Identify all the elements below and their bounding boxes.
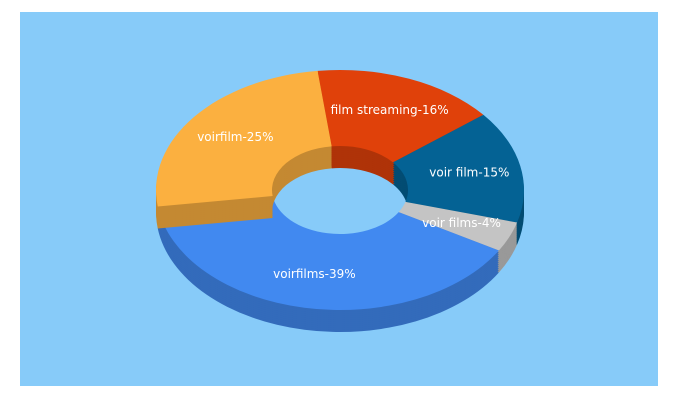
slice-label: voir film-15% (429, 165, 509, 179)
slice-top (392, 114, 524, 223)
slice-label: film streaming-16% (331, 103, 449, 117)
slice-top (317, 70, 484, 163)
slice-top (157, 196, 499, 310)
slice-label: voirfilm-25% (197, 130, 273, 144)
slice (392, 114, 524, 245)
slice-top (156, 70, 332, 207)
slice-label: voirfilms-39% (273, 267, 356, 281)
slice (156, 70, 332, 229)
slice (317, 70, 484, 185)
slice (157, 196, 499, 332)
slice-top (398, 201, 518, 251)
slice-label: voir films-4% (422, 216, 501, 230)
